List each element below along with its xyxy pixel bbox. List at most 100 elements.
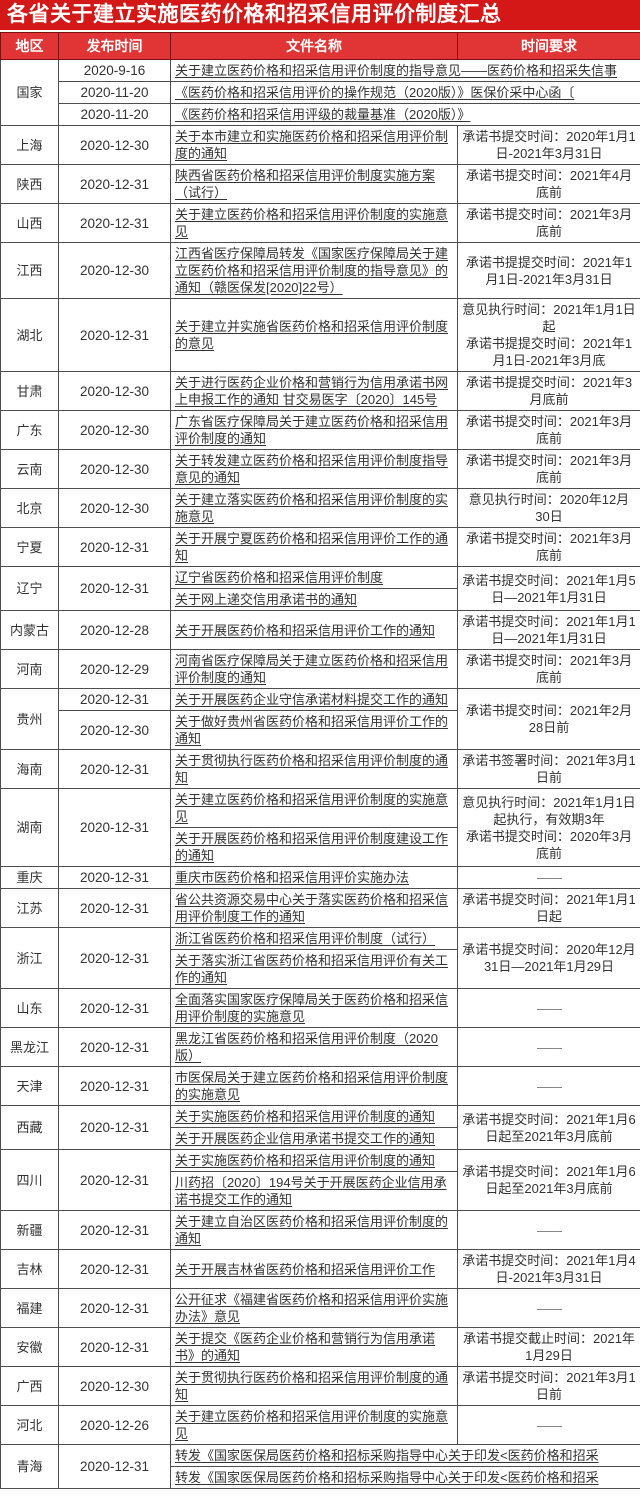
doc-link[interactable]: 关于开展医药企业守信承诺材料提交工作的通知 bbox=[175, 692, 449, 707]
doc-link[interactable]: 广东省医疗保障局关于建立医药价格和招采信用评价制度的通知 bbox=[175, 414, 449, 446]
doc-cell: 关于开展医药价格和招采信用评价工作的通知 bbox=[170, 610, 458, 650]
date-cell: 2020-12-30 bbox=[58, 410, 171, 450]
table-row: 内蒙古 2020-12-28 关于开展医药价格和招采信用评价工作的通知 承诺书提交时间… bbox=[0, 610, 640, 650]
doc-link[interactable]: 关于建立自治区医药价格和招采信用评价制度的通知 bbox=[175, 1214, 449, 1246]
doc-link[interactable]: 全面落实国家医疗保障局关于医药价格和招采信用评价制度的实施意见 bbox=[175, 992, 449, 1024]
table-row: 宁夏 2020-12-31 关于开展宁夏医药价格和招采信用评价工作的通知 承诺书提交时… bbox=[0, 527, 640, 567]
column-header-date: 发布时间 bbox=[58, 32, 171, 60]
doc-cell: 《医药价格和招采信用评级的裁量基准（2020版）》 bbox=[170, 103, 640, 126]
table-row: 上海 2020-12-30 关于本市建立和实施医药价格和招采信用评价制度的通知 承诺书… bbox=[0, 125, 640, 165]
doc-link[interactable]: 川药招〔2020〕194号关于开展医药企业信用承诺书提交工作的通知 bbox=[175, 1175, 447, 1207]
region-cell: 江西 bbox=[0, 242, 59, 299]
date-cell: 2020-12-31 bbox=[58, 788, 171, 867]
doc-cell: 关于网上递交信用承诺书的通知 bbox=[170, 588, 458, 611]
doc-link[interactable]: 关于建立医药价格和招采信用评价制度的实施意见 bbox=[175, 792, 449, 824]
table-row: 云南 2020-12-30 关于转发建立医药价格和招采信用评价制度指导意见的通知 承诺… bbox=[0, 449, 640, 489]
table-row: 川药招〔2020〕194号关于开展医药企业信用承诺书提交工作的通知 bbox=[1, 1171, 640, 1211]
time-cell: —— bbox=[457, 866, 640, 889]
date-cell: 2020-12-31 bbox=[58, 1288, 171, 1328]
doc-link[interactable]: 转发《国家医保局医药价格和招标采购指导中心关于印发<医药价格和招采 bbox=[175, 1470, 599, 1485]
doc-link[interactable]: 辽宁省医药价格和招采信用评价制度 bbox=[175, 570, 384, 585]
table-row: 2020-11-20 《医药价格和招采信用评级的裁量基准（2020版）》 bbox=[1, 103, 640, 126]
doc-link[interactable]: 关于提交《医药企业价格和营销行为信用承诺书》的通知 bbox=[175, 1331, 436, 1363]
doc-link[interactable]: 关于建立并实施省医药价格和招采信用评价制度的意见 bbox=[175, 319, 449, 351]
date-cell: 2020-12-31 bbox=[58, 1149, 171, 1211]
doc-link[interactable]: 关于建立落实医药价格和招采信用评价制度的实施意见 bbox=[175, 492, 449, 524]
table-row: 辽宁 2020-12-31 辽宁省医药价格和招采信用评价制度 承诺书提交时间：2021… bbox=[0, 566, 640, 611]
doc-link[interactable]: 关于建立医药价格和招采信用评价制度的实施意见 bbox=[175, 207, 449, 239]
table-row: 陕西 2020-12-31 陕西省医药价格和招采信用评价制度实施方案（试行） 承诺书提… bbox=[0, 164, 640, 204]
date-cell: 2020-12-28 bbox=[58, 610, 171, 650]
doc-link[interactable]: 重庆市医药价格和招采信用评价实施办法 bbox=[175, 870, 410, 885]
date-cell: 2020-12-31 bbox=[58, 1249, 171, 1289]
doc-link[interactable]: 关于开展医药价格和招采信用评价制度建设工作的通知 bbox=[175, 831, 449, 863]
time-cell: 承诺书提交时间：2021年1月5日—2021年1月31日 bbox=[457, 566, 640, 611]
doc-cell: 市医保局关于建立医药价格和招采信用评价制度的实施意见 bbox=[170, 1066, 458, 1106]
region-cell: 贵州 bbox=[0, 688, 59, 750]
doc-link[interactable]: 关于做好贵州省医药价格和招采信用评价工作的通知 bbox=[175, 714, 449, 746]
page-title: 各省关于建立实施医药价格和招采信用评价制度汇总 bbox=[0, 0, 640, 30]
doc-link[interactable]: 《医药价格和招采信用评级的裁量基准（2020版）》 bbox=[175, 107, 471, 122]
table-row: 河南 2020-12-29 河南省医疗保障局关于建立医药价格和招采信用评价制度的通知… bbox=[0, 649, 640, 689]
doc-link[interactable]: 关于建立医药价格和招采信用评价制度的实施意见 bbox=[175, 1409, 449, 1441]
doc-cell: 关于开展医药价格和招采信用评价制度建设工作的通知 bbox=[170, 827, 458, 867]
region-cell: 山西 bbox=[0, 203, 59, 243]
table-row: 贵州 2020-12-31 关于开展医药企业守信承诺材料提交工作的通知 承诺书提交时间… bbox=[0, 688, 640, 750]
time-entry: 承诺书签署时间：2021年3月1日前 bbox=[462, 753, 636, 785]
doc-link[interactable]: 《医药价格和招采信用评价的操作规范（2020版）》医保价采中心函〔 bbox=[175, 85, 575, 100]
doc-link[interactable]: 关于建立医药价格和招采信用评价制度的指导意见——医药价格和招采失信事 bbox=[175, 63, 618, 78]
doc-link[interactable]: 转发《国家医保局医药价格和招标采购指导中心关于印发<医药价格和招采 bbox=[175, 1448, 599, 1463]
date-cell: 2020-12-31 bbox=[58, 866, 171, 889]
table-row: 西藏 2020-12-31 关于实施医药价格和招采信用评价制度的通知 承诺书提交时间：… bbox=[0, 1105, 640, 1150]
doc-link[interactable]: 市医保局关于建立医药价格和招采信用评价制度的实施意见 bbox=[175, 1070, 449, 1102]
region-cell: 辽宁 bbox=[0, 566, 59, 611]
doc-cell: 关于提交《医药企业价格和营销行为信用承诺书》的通知 bbox=[170, 1327, 458, 1367]
region-cell: 福建 bbox=[0, 1288, 59, 1328]
time-cell: 承诺书提交时间：2021年3月底前 bbox=[457, 449, 640, 489]
doc-link[interactable]: 关于转发建立医药价格和招采信用评价制度指导意见的通知 bbox=[175, 453, 449, 485]
doc-link[interactable]: 河南省医疗保障局关于建立医药价格和招采信用评价制度的通知 bbox=[175, 653, 449, 685]
empty-dash: —— bbox=[537, 1000, 562, 1016]
column-header-region: 地区 bbox=[0, 32, 59, 60]
time-entry: 承诺书提交时间：2020年3月底前 bbox=[465, 828, 633, 861]
table-row: 湖南 2020-12-31 关于建立医药价格和招采信用评价制度的实施意见 意见执行时间… bbox=[0, 788, 640, 867]
date-cell: 2020-12-31 bbox=[58, 203, 171, 243]
doc-link[interactable]: 陕西省医药价格和招采信用评价制度实施方案（试行） bbox=[175, 168, 436, 200]
table-row: 安徽 2020-12-31 关于提交《医药企业价格和营销行为信用承诺书》的通知 承诺书… bbox=[0, 1327, 640, 1367]
region-cell: 湖北 bbox=[0, 298, 59, 372]
doc-link[interactable]: 关于贯彻执行医药价格和招采信用评价制度的通知 bbox=[175, 753, 449, 785]
time-cell: 意见执行时间：2021年1月1日起 承诺书提提交时间：2021年1月1日-2021… bbox=[457, 298, 640, 372]
time-entry: 承诺书提交时间：2021年2月28日前 bbox=[465, 703, 633, 735]
doc-link[interactable]: 关于落实浙江省医药价格和招采信用评价有关工作的通知 bbox=[175, 953, 449, 985]
doc-link[interactable]: 关于开展医药价格和招采信用评价工作的通知 bbox=[175, 622, 436, 638]
doc-link[interactable]: 关于开展吉林省医药价格和招采信用评价工作 bbox=[175, 1261, 436, 1277]
table-row: 重庆 2020-12-31 重庆市医药价格和招采信用评价实施办法 —— bbox=[0, 866, 640, 889]
doc-cell: 关于建立医药价格和招采信用评价制度的实施意见 bbox=[170, 1405, 458, 1445]
doc-link[interactable]: 关于本市建立和实施医药价格和招采信用评价制度的通知 bbox=[175, 129, 449, 161]
date-cell: 2020-12-31 bbox=[58, 988, 171, 1028]
doc-link[interactable]: 江西省医疗保障局转发《国家医疗保障局关于建立医药价格和招采信用评价制度的指导意见… bbox=[175, 246, 449, 295]
doc-cell: 辽宁省医药价格和招采信用评价制度 bbox=[170, 566, 458, 589]
doc-link[interactable]: 关于实施医药价格和招采信用评价制度的通知 bbox=[175, 1109, 436, 1124]
region-cell: 广东 bbox=[0, 410, 59, 450]
doc-link[interactable]: 关于网上递交信用承诺书的通知 bbox=[175, 592, 358, 607]
doc-link[interactable]: 关于实施医药价格和招采信用评价制度的通知 bbox=[175, 1153, 436, 1168]
table-row: 天津 2020-12-31 市医保局关于建立医药价格和招采信用评价制度的实施意见 —— bbox=[0, 1066, 640, 1106]
date-cell: 2020-12-30 bbox=[58, 371, 171, 411]
time-cell: 意见执行时间：2020年12月30日 bbox=[457, 488, 640, 528]
doc-cell: 公开征求《福建省医药价格和招采信用评价实施办法》意见 bbox=[170, 1288, 458, 1328]
date-cell: 2020-11-20 bbox=[58, 103, 171, 126]
time-cell: 承诺书提交时间：2020年1月1日-2021年3月31日 bbox=[457, 125, 640, 165]
doc-link[interactable]: 关于开展医药企业信用承诺书提交工作的通知 bbox=[175, 1131, 436, 1146]
doc-link[interactable]: 浙江省医药价格和招采信用评价制度（试行） bbox=[175, 931, 436, 946]
doc-link[interactable]: 公开征求《福建省医药价格和招采信用评价实施办法》意见 bbox=[175, 1292, 449, 1324]
doc-link[interactable]: 黑龙江省医药价格和招采信用评价制度（2020版） bbox=[175, 1031, 438, 1063]
doc-link[interactable]: 省公共资源交易中心关于落实医药价格和招采信用评价制度工作的通知 bbox=[175, 892, 449, 924]
time-entry: 承诺书提提交时间：2021年1月1日-2021年3月31日 bbox=[465, 254, 633, 287]
region-cell: 重庆 bbox=[0, 866, 59, 889]
doc-link[interactable]: 关于开展宁夏医药价格和招采信用评价工作的通知 bbox=[175, 531, 449, 563]
time-cell: 承诺书提提交时间：2021年1月1日-2021年3月31日 bbox=[457, 242, 640, 299]
doc-cell: 关于贯彻执行医药价格和招采信用评价制度的通知 bbox=[170, 1366, 458, 1406]
doc-link[interactable]: 关于进行医药企业价格和营销行为信用承诺书网上申报工作的通知 甘交易医字〔2020… bbox=[175, 375, 449, 407]
doc-link[interactable]: 关于贯彻执行医药价格和招采信用评价制度的通知 bbox=[175, 1370, 449, 1402]
